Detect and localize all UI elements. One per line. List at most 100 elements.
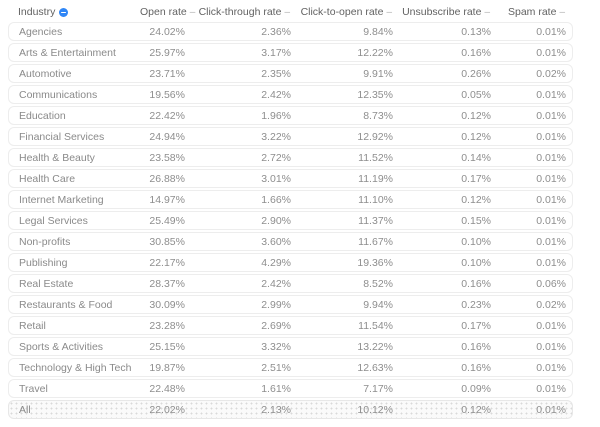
value-cell: 23.58% (149, 151, 185, 164)
value-cell: 0.01% (536, 193, 566, 206)
industry-cell: Real Estate (19, 277, 74, 290)
value-cell: 2.99% (261, 298, 291, 311)
value-cell: 0.01% (536, 130, 566, 143)
value-cell: 0.01% (536, 25, 566, 38)
value-cell: 12.63% (357, 361, 393, 374)
value-cell: 23.71% (149, 67, 185, 80)
column-header-click-to-open-rate[interactable]: Click-to-open rate – (300, 6, 392, 18)
value-cell: 0.16% (461, 277, 491, 290)
value-cell: 19.36% (357, 256, 393, 269)
value-cell: 0.02% (536, 67, 566, 80)
industry-cell: Automotive (19, 67, 72, 80)
table-row: Travel 22.48% 1.61% 7.17% 0.09% 0.01% (8, 379, 573, 398)
value-cell: 0.02% (536, 298, 566, 311)
value-cell: 0.01% (536, 151, 566, 164)
column-header-unsubscribe-rate[interactable]: Unsubscribe rate – (402, 6, 490, 18)
table-row: Publishing 22.17% 4.29% 19.36% 0.10% 0.01% (8, 253, 573, 272)
value-cell: 3.32% (261, 340, 291, 353)
value-cell: 0.01% (536, 214, 566, 227)
industry-cell: Health Care (19, 172, 76, 185)
industry-cell: Technology & High Tech (19, 361, 132, 374)
value-cell: 12.35% (357, 88, 393, 101)
value-cell: 25.15% (149, 340, 185, 353)
table-row: Technology & High Tech 19.87% 2.51% 12.63% 0… (8, 358, 573, 377)
value-cell: 3.22% (261, 130, 291, 143)
value-cell: 0.16% (461, 46, 491, 59)
table-summary-row: All 22.02% 2.13% 10.12% 0.12% 0.01% (8, 400, 573, 419)
value-cell: 0.01% (536, 46, 566, 59)
value-cell: 11.37% (358, 214, 393, 227)
industry-cell: Publishing (19, 256, 68, 269)
value-cell: 25.49% (149, 214, 185, 227)
column-header-spam-rate[interactable]: Spam rate – (507, 6, 565, 18)
table-row: Automotive 23.71% 2.35% 9.91% 0.26% 0.02% (8, 64, 573, 83)
industry-cell: Sports & Activities (19, 340, 104, 353)
industry-cell: Retail (19, 319, 46, 332)
value-cell: 23.28% (149, 319, 185, 332)
column-header-industry[interactable]: Industry (8, 6, 140, 18)
column-header-industry-label: Industry (18, 6, 56, 18)
table-row: Real Estate 28.37% 2.42% 8.52% 0.16% 0.06% (8, 274, 573, 293)
value-cell: 13.22% (357, 340, 393, 353)
value-cell: 2.69% (261, 319, 291, 332)
value-cell: 1.96% (261, 109, 291, 122)
value-cell: 0.01% (536, 88, 566, 101)
value-cell: 22.48% (149, 382, 185, 395)
industry-circle-dash-icon[interactable] (59, 7, 69, 17)
table-row: Internet Marketing 14.97% 1.66% 11.10% 0.12%… (8, 190, 573, 209)
value-cell: 0.01% (536, 235, 566, 248)
industry-cell: Travel (19, 382, 48, 395)
value-cell: 11.10% (358, 193, 393, 206)
table-body: Agencies 24.02% 2.36% 9.84% 0.13% 0.01% Arts &… (8, 22, 573, 419)
sort-dash-icon: – (484, 7, 490, 18)
value-cell: 30.85% (149, 235, 185, 248)
value-cell: 0.09% (461, 382, 491, 395)
value-cell: 9.91% (363, 67, 393, 80)
value-cell: 0.10% (461, 235, 491, 248)
value-cell: 24.02% (149, 25, 185, 38)
industry-cell: All (19, 403, 31, 416)
table-row: Health Care 26.88% 3.01% 11.19% 0.17% 0.01% (8, 169, 573, 188)
value-cell: 0.01% (536, 340, 566, 353)
table-row: Retail 23.28% 2.69% 11.54% 0.17% 0.01% (8, 316, 573, 335)
value-cell: 3.60% (261, 235, 291, 248)
table-row: Arts & Entertainment 25.97% 3.17% 12.22% 0.1… (8, 43, 573, 62)
value-cell: 22.02% (149, 403, 185, 416)
table-row: Restaurants & Food 30.09% 2.99% 9.94% 0.23% 0… (8, 295, 573, 314)
value-cell: 19.56% (149, 88, 185, 101)
table-header-row: Industry Open rate – Click-through rate – … (8, 2, 573, 22)
table-row: Education 22.42% 1.96% 8.73% 0.12% 0.01% (8, 106, 573, 125)
industry-cell: Legal Services (19, 214, 88, 227)
industry-cell: Non-profits (19, 235, 71, 248)
value-cell: 4.29% (261, 256, 291, 269)
value-cell: 2.13% (261, 403, 291, 416)
value-cell: 25.97% (149, 46, 185, 59)
value-cell: 0.12% (461, 130, 491, 143)
value-cell: 12.92% (357, 130, 393, 143)
value-cell: 0.17% (461, 172, 491, 185)
value-cell: 22.17% (149, 256, 185, 269)
value-cell: 0.16% (461, 340, 491, 353)
value-cell: 1.61% (261, 382, 291, 395)
table-row: Financial Services 24.94% 3.22% 12.92% 0.12%… (8, 127, 573, 146)
table-row: Health & Beauty 23.58% 2.72% 11.52% 0.14% 0.0… (8, 148, 573, 167)
value-cell: 24.94% (149, 130, 185, 143)
value-cell: 1.66% (261, 193, 291, 206)
column-header-click-through-rate[interactable]: Click-through rate – (198, 6, 290, 18)
value-cell: 30.09% (149, 298, 185, 311)
sort-dash-icon: – (559, 7, 565, 18)
value-cell: 11.19% (358, 172, 393, 185)
column-header-open-rate[interactable]: Open rate – (140, 6, 196, 18)
industry-cell: Agencies (19, 25, 63, 38)
table-row: Sports & Activities 25.15% 3.32% 13.22% 0.16… (8, 337, 573, 356)
value-cell: 0.12% (461, 109, 491, 122)
sort-dash-icon: – (284, 7, 290, 18)
value-cell: 0.10% (461, 256, 491, 269)
value-cell: 0.01% (536, 109, 566, 122)
value-cell: 3.01% (261, 172, 291, 185)
value-cell: 0.13% (461, 25, 491, 38)
value-cell: 2.90% (261, 214, 291, 227)
value-cell: 0.01% (536, 256, 566, 269)
table-row: Non-profits 30.85% 3.60% 11.67% 0.10% 0.01% (8, 232, 573, 251)
value-cell: 0.12% (461, 403, 491, 416)
